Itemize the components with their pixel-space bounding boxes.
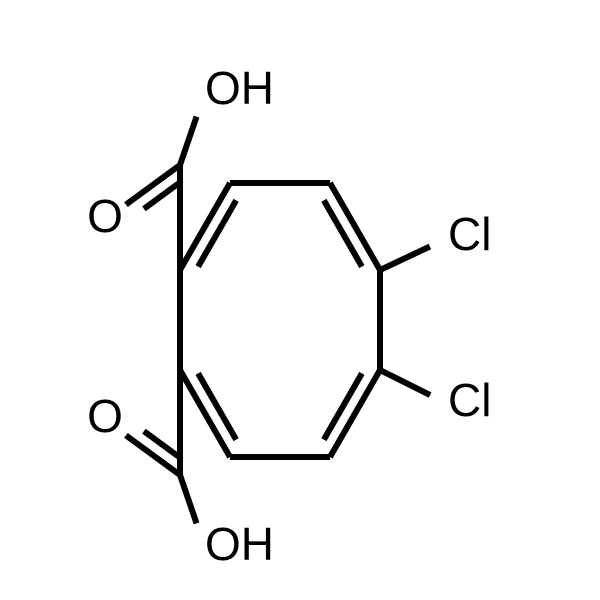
- bond: [180, 475, 197, 523]
- atom-label-O3: O: [87, 390, 123, 442]
- atom-label-O4: OH: [205, 518, 274, 570]
- bond: [380, 370, 430, 395]
- bond: [180, 117, 197, 165]
- atom-label-O1: O: [87, 190, 123, 242]
- atom-label-Cl1: Cl: [448, 208, 491, 260]
- atom-label-O2: OH: [205, 62, 274, 114]
- molecule-diagram: O OH Cl O OH Cl: [0, 0, 600, 600]
- atom-label-Cl2: Cl: [448, 374, 491, 426]
- bond: [380, 247, 430, 270]
